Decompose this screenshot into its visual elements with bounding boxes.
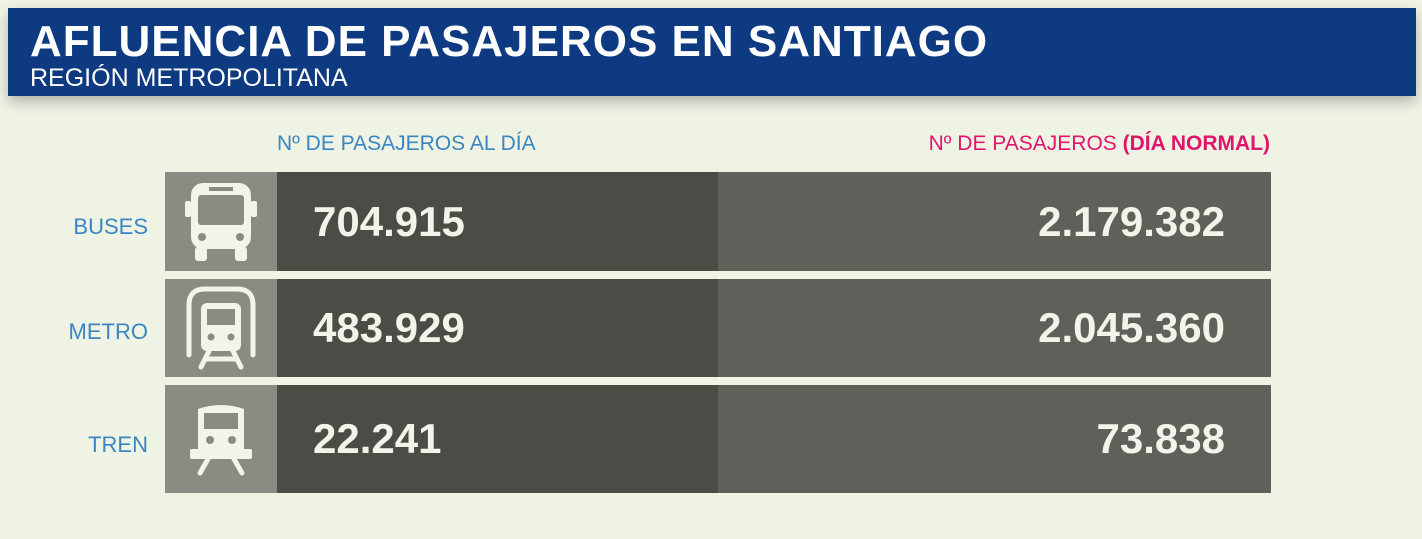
cell-per-day: 704.915 xyxy=(277,172,718,271)
column-header-per-day: Nº DE PASAJEROS AL DÍA xyxy=(277,132,536,155)
value-normal-day: 73.838 xyxy=(1096,415,1225,462)
cell-per-day: 22.241 xyxy=(277,385,718,493)
cell-normal-day: 73.838 xyxy=(718,385,1271,493)
row-label-tren: TREN xyxy=(88,432,148,457)
bus-icon xyxy=(165,172,277,271)
value-normal-day: 2.179.382 xyxy=(1038,197,1225,245)
cell-normal-day: 2.045.360 xyxy=(718,279,1271,377)
row-label-buses: BUSES xyxy=(73,214,148,239)
value-normal-day: 2.045.360 xyxy=(1038,304,1225,351)
page-subtitle: REGIÓN METROPOLITANA xyxy=(30,64,348,92)
row-label-metro: METRO xyxy=(68,319,148,344)
value-per-day: 483.929 xyxy=(313,304,465,351)
metro-icon xyxy=(165,279,277,377)
cell-normal-day: 2.179.382 xyxy=(718,172,1271,271)
table-row-metro: 483.929 2.045.360 xyxy=(165,279,1271,377)
header-banner: AFLUENCIA DE PASAJEROS EN SANTIAGO REGIÓ… xyxy=(8,8,1416,96)
value-per-day: 704.915 xyxy=(313,197,465,245)
train-icon xyxy=(165,385,277,493)
cell-per-day: 483.929 xyxy=(277,279,718,377)
page-title: AFLUENCIA DE PASAJEROS EN SANTIAGO xyxy=(30,17,989,66)
column-header-normal-highlight: (DÍA NORMAL) xyxy=(1122,132,1270,155)
column-header-normal-day: Nº DE PASAJEROS (DÍA NORMAL) xyxy=(929,130,1270,158)
table-row-buses: 704.915 2.179.382 xyxy=(165,172,1271,271)
table-row-tren: 22.241 73.838 xyxy=(165,385,1271,493)
value-per-day: 22.241 xyxy=(313,415,442,462)
column-header-normal-prefix: Nº DE PASAJEROS xyxy=(928,132,1117,155)
